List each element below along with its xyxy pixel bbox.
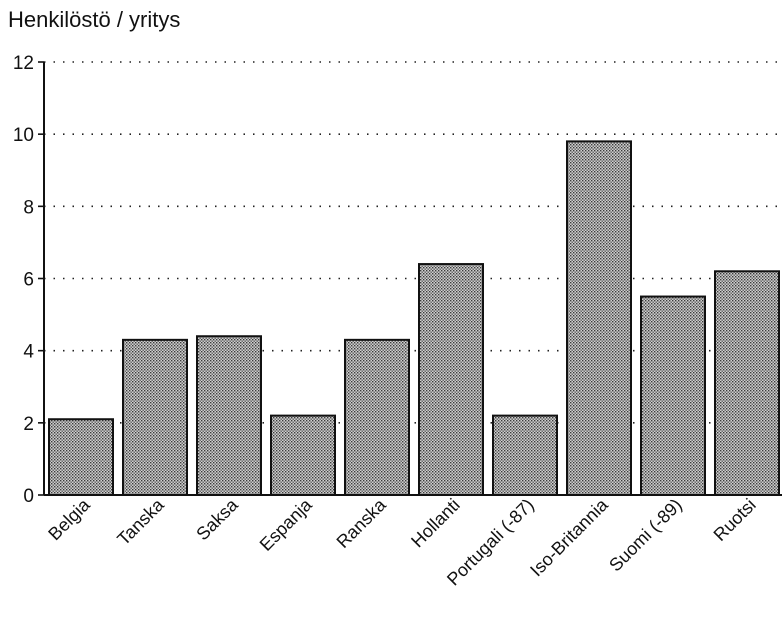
- bar: [492, 414, 558, 496]
- bar: [270, 414, 336, 496]
- y-tick-label: 0: [23, 486, 34, 507]
- chart-title: Henkilöstö / yritys: [8, 7, 180, 32]
- x-tick-label: Iso-Britannia: [526, 494, 612, 580]
- x-tick-label: Espanja: [256, 494, 317, 555]
- x-tick-label: Saksa: [192, 494, 242, 544]
- x-tick-label: Ranska: [333, 494, 391, 552]
- bar: [48, 418, 114, 497]
- y-tick-label: 6: [23, 270, 34, 291]
- bar: [640, 295, 706, 496]
- bar: [122, 338, 188, 497]
- bar: [418, 263, 484, 497]
- x-tick-label: Tanska: [113, 494, 168, 549]
- y-tick-label: 12: [13, 53, 34, 74]
- y-tick-label: 8: [23, 197, 34, 218]
- x-tick-label: Ruotsi: [710, 495, 760, 545]
- y-tick-label: 4: [23, 342, 34, 363]
- x-axis-ticks: Belgia Tanska Saksa Espanja Ranska HollantiPo…: [44, 494, 760, 589]
- bar: [714, 270, 780, 496]
- y-tick-label: 10: [13, 125, 34, 146]
- x-tick-label: Belgia: [44, 494, 94, 544]
- x-tick-label: Hollanti: [407, 495, 464, 552]
- bars: [48, 140, 780, 497]
- bar: [344, 338, 410, 497]
- y-tick-label: 2: [23, 414, 34, 435]
- x-tick-label: Suomi (-89): [605, 495, 686, 576]
- bar: [196, 335, 262, 496]
- y-axis-ticks: 0 2 4 6 8 10 12: [13, 53, 44, 507]
- bar: [566, 140, 632, 496]
